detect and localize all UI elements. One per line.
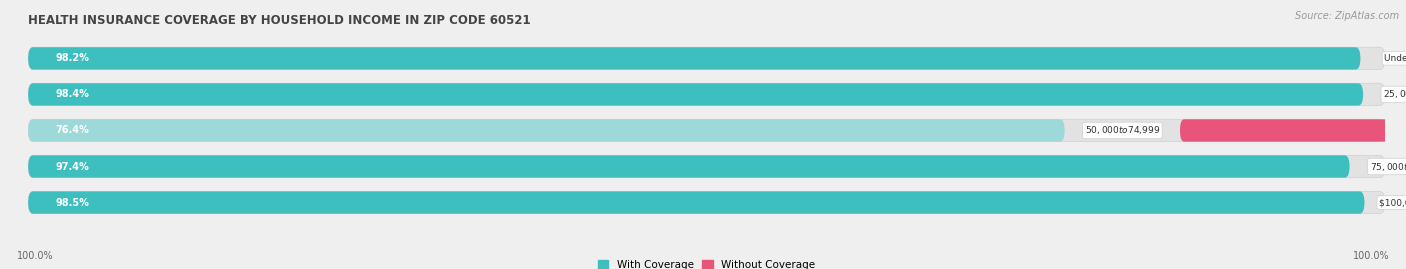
FancyBboxPatch shape bbox=[28, 155, 1385, 178]
Legend: With Coverage, Without Coverage: With Coverage, Without Coverage bbox=[593, 256, 820, 269]
Text: $25,000 to $49,999: $25,000 to $49,999 bbox=[1384, 89, 1406, 100]
Text: $75,000 to $99,999: $75,000 to $99,999 bbox=[1369, 161, 1406, 172]
FancyBboxPatch shape bbox=[28, 119, 1385, 142]
FancyBboxPatch shape bbox=[28, 155, 1350, 178]
Text: 98.5%: 98.5% bbox=[55, 197, 89, 208]
FancyBboxPatch shape bbox=[28, 191, 1365, 214]
Text: $100,000 and over: $100,000 and over bbox=[1379, 198, 1406, 207]
FancyBboxPatch shape bbox=[28, 191, 1385, 214]
FancyBboxPatch shape bbox=[28, 83, 1364, 106]
FancyBboxPatch shape bbox=[1180, 119, 1406, 142]
Text: $50,000 to $74,999: $50,000 to $74,999 bbox=[1085, 125, 1160, 136]
Text: 98.4%: 98.4% bbox=[55, 89, 89, 100]
Text: 100.0%: 100.0% bbox=[17, 251, 53, 261]
Text: HEALTH INSURANCE COVERAGE BY HOUSEHOLD INCOME IN ZIP CODE 60521: HEALTH INSURANCE COVERAGE BY HOUSEHOLD I… bbox=[28, 14, 530, 27]
FancyBboxPatch shape bbox=[28, 83, 1385, 106]
FancyBboxPatch shape bbox=[28, 119, 1064, 142]
Text: Under $25,000: Under $25,000 bbox=[1385, 54, 1406, 63]
FancyBboxPatch shape bbox=[28, 47, 1385, 70]
Text: 97.4%: 97.4% bbox=[55, 161, 89, 172]
FancyBboxPatch shape bbox=[28, 47, 1361, 70]
Text: 100.0%: 100.0% bbox=[1353, 251, 1389, 261]
Text: 98.2%: 98.2% bbox=[55, 53, 89, 63]
Text: 76.4%: 76.4% bbox=[55, 125, 89, 136]
Text: Source: ZipAtlas.com: Source: ZipAtlas.com bbox=[1295, 11, 1399, 21]
